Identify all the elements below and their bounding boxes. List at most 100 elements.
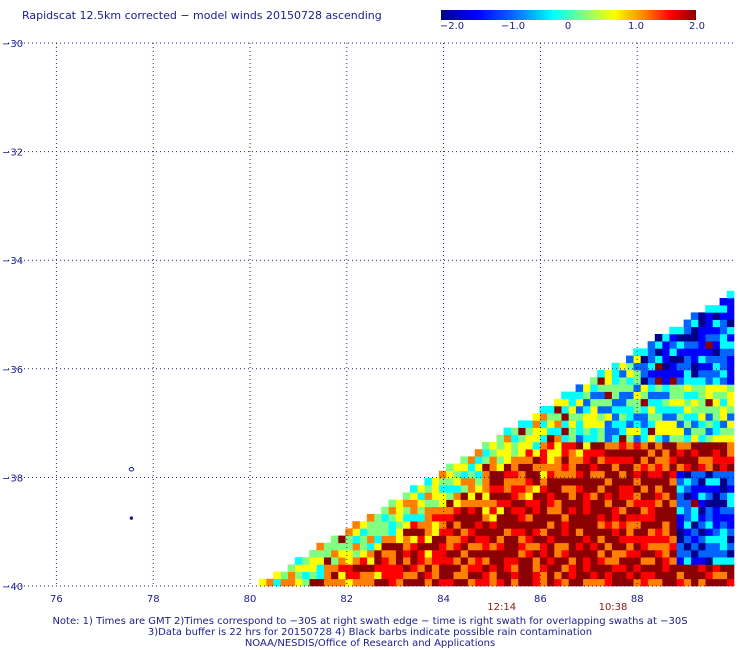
- wind-cell: [611, 463, 620, 472]
- wind-cell: [532, 413, 540, 421]
- wind-cell: [719, 550, 728, 558]
- wind-cell: [453, 506, 461, 515]
- wind-cell: [496, 485, 504, 493]
- wind-cell: [611, 571, 620, 580]
- wind-cell: [597, 485, 605, 493]
- wind-cell: [712, 535, 720, 544]
- wind-cell: [561, 406, 569, 414]
- wind-cell: [546, 485, 555, 493]
- wind-cell: [669, 334, 677, 342]
- wind-cell: [698, 406, 706, 414]
- wind-cell: [510, 571, 519, 580]
- wind-cell: [640, 528, 648, 536]
- wind-cell: [474, 550, 483, 558]
- wind-cell: [496, 492, 504, 500]
- wind-cell: [431, 478, 440, 486]
- wind-cell: [676, 542, 684, 551]
- wind-cell: [662, 370, 670, 378]
- wind-cell: [518, 578, 526, 587]
- wind-cell: [525, 420, 533, 428]
- wind-cell: [460, 492, 468, 500]
- wind-cell: [561, 427, 569, 436]
- wind-cell: [474, 521, 483, 529]
- lat-tick-label: −38: [2, 473, 23, 484]
- wind-cell: [712, 341, 720, 349]
- wind-cell: [604, 478, 612, 486]
- wind-cell: [676, 557, 684, 565]
- wind-cell: [496, 550, 504, 558]
- wind-cell: [618, 434, 627, 443]
- wind-cell: [640, 557, 648, 565]
- wind-cell: [662, 550, 670, 558]
- wind-cell: [410, 521, 418, 529]
- wind-cell: [676, 478, 684, 486]
- wind-cell: [633, 528, 641, 536]
- wind-cell: [683, 391, 692, 400]
- wind-cell: [611, 362, 620, 371]
- wind-cell: [626, 499, 634, 508]
- wind-cell: [676, 499, 684, 508]
- wind-cell: [438, 499, 447, 508]
- wind-cell: [626, 362, 634, 371]
- wind-cell: [618, 384, 627, 392]
- wind-cell: [705, 326, 713, 335]
- wind-cell: [374, 514, 382, 522]
- wind-cell: [446, 463, 454, 472]
- wind-cell: [330, 571, 339, 580]
- wind-cell: [453, 535, 461, 544]
- wind-cell: [647, 499, 656, 508]
- wind-cell: [662, 427, 670, 436]
- wind-cell: [568, 434, 576, 443]
- wind-cell: [726, 478, 735, 486]
- wind-cell: [690, 413, 699, 421]
- wind-cell: [424, 564, 432, 572]
- wind-cell: [705, 557, 713, 565]
- wind-cell: [654, 463, 663, 472]
- wind-cell: [640, 521, 648, 529]
- wind-cell: [669, 413, 677, 421]
- wind-cell: [417, 514, 425, 522]
- wind-cell: [690, 485, 699, 493]
- wind-cell: [690, 571, 699, 580]
- wind-cell: [597, 434, 605, 443]
- wind-cell: [510, 535, 519, 544]
- wind-cell: [546, 463, 555, 472]
- wind-cell: [633, 470, 641, 479]
- wind-cell: [604, 557, 612, 565]
- wind-cell: [597, 406, 605, 414]
- wind-cell: [618, 506, 627, 515]
- wind-cell: [532, 470, 540, 479]
- wind-cell: [402, 542, 411, 551]
- swath-time-label: 12:14: [487, 602, 516, 613]
- wind-cell: [568, 442, 576, 450]
- wind-cell: [345, 535, 353, 544]
- wind-cell: [554, 571, 562, 580]
- wind-cell: [561, 571, 569, 580]
- lat-tick-label: −30: [2, 39, 23, 50]
- wind-cell: [618, 535, 627, 544]
- wind-cell: [431, 542, 440, 551]
- wind-cell: [662, 578, 670, 587]
- wind-cell: [604, 492, 612, 500]
- wind-cell: [683, 456, 692, 464]
- wind-cell: [453, 478, 461, 486]
- wind-cell: [539, 499, 548, 508]
- wind-cell: [683, 398, 692, 407]
- wind-cell: [698, 542, 706, 551]
- wind-cell: [705, 499, 713, 508]
- wind-cell: [366, 528, 375, 536]
- wind-cell: [525, 478, 533, 486]
- wind-cell: [539, 478, 548, 486]
- wind-cell: [294, 564, 303, 572]
- wind-cell: [510, 492, 519, 500]
- wind-cell: [618, 463, 627, 472]
- wind-cell: [417, 557, 425, 565]
- wind-cell: [712, 370, 720, 378]
- wind-cell: [561, 506, 569, 515]
- wind-cell: [446, 550, 454, 558]
- wind-cell: [597, 564, 605, 572]
- wind-cell: [525, 521, 533, 529]
- longitude-labels: 76 78 80 82 84 86 88: [50, 594, 644, 605]
- wind-cell: [676, 398, 684, 407]
- wind-cell: [467, 571, 476, 580]
